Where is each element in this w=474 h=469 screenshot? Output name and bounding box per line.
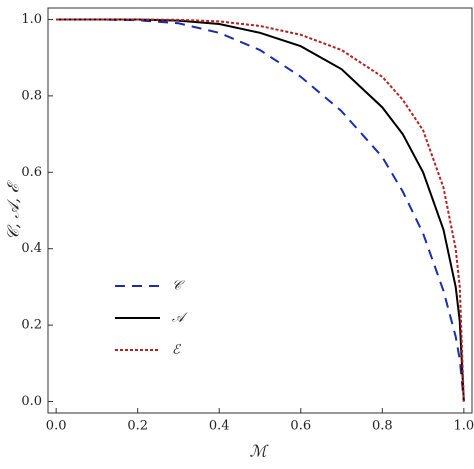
y-tick-label: 1.0 bbox=[21, 12, 42, 27]
y-tick-label: 0.0 bbox=[21, 394, 42, 409]
x-tick-label: 0.8 bbox=[372, 419, 393, 434]
y-tick-label: 0.4 bbox=[21, 241, 42, 256]
y-tick-label: 0.8 bbox=[21, 88, 42, 103]
x-axis-label: ℳ bbox=[249, 442, 269, 461]
x-tick-label: 0.2 bbox=[127, 419, 148, 434]
series-line bbox=[56, 18, 465, 402]
series-line bbox=[56, 18, 465, 402]
x-tick-label: 1.0 bbox=[454, 419, 474, 434]
x-tick-label: 0.6 bbox=[290, 419, 311, 434]
y-tick-label: 0.2 bbox=[21, 318, 42, 333]
legend-label: 𝒜 bbox=[172, 311, 188, 326]
x-tick-label: 0.4 bbox=[209, 419, 230, 434]
x-tick-label: 0.0 bbox=[46, 419, 67, 434]
y-tick-label: 0.6 bbox=[21, 165, 42, 180]
legend-label: 𝒞 bbox=[172, 279, 185, 294]
y-axis-label: 𝒞, 𝒜, ℰ bbox=[4, 180, 23, 240]
series-line bbox=[56, 18, 465, 402]
plot-frame bbox=[47, 7, 473, 414]
legend-label: ℰ bbox=[172, 343, 181, 358]
